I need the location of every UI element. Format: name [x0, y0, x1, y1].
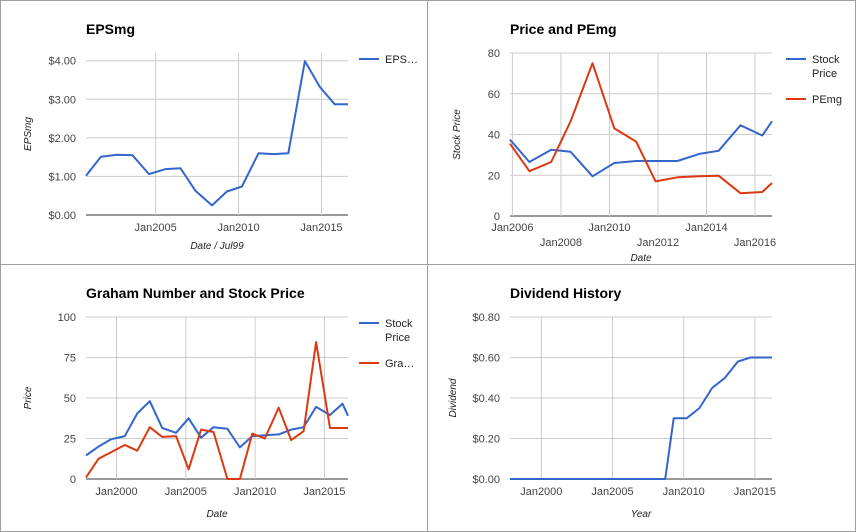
legend-label-0: EPS…: [385, 54, 418, 66]
x-tick-label: Jan2010: [663, 486, 705, 498]
y-axis-label: Price: [23, 386, 34, 409]
x-tick-label: Jan2015: [300, 222, 342, 234]
series-line-1: [85, 341, 348, 480]
y-tick-label: $0.00: [48, 210, 76, 222]
chart-title: EPSmg: [86, 21, 135, 37]
y-axis-label: Stock Price: [452, 109, 463, 160]
chart-title: Graham Number and Stock Price: [86, 285, 305, 301]
y-tick-label: 20: [488, 170, 500, 182]
x-tick-label: Jan2006: [491, 222, 533, 234]
y-axis-label: Dividend: [448, 378, 459, 417]
y-axis-label: EPSmg: [23, 117, 34, 151]
chart-svg-eps: EPSmg $0.00 $1.00 $2.00 $3.00 $4.00 Jan2005 Jan…: [23, 21, 418, 252]
x-tick-label: Jan2010: [234, 486, 276, 498]
x-tick-label: Jan2000: [520, 486, 562, 498]
legend-label-1: Gra…: [385, 358, 414, 370]
y-tick-label: $3.00: [48, 94, 76, 106]
x-axis-label: Date: [206, 509, 228, 520]
y-tick-label: $2.00: [48, 133, 76, 145]
x-tick-label: Jan2014: [685, 222, 727, 234]
chart-panel-eps: EPSmg $0.00 $1.00 $2.00 $3.00 $4.00 Jan2005 Jan…: [0, 0, 429, 266]
series-line-0: [510, 356, 772, 480]
y-tick-label: 100: [58, 312, 76, 324]
x-tick-label: Jan2008: [540, 237, 582, 249]
legend-label-0: Price: [385, 332, 410, 344]
x-tick-label: Jan2015: [303, 486, 345, 498]
legend-label-0: Price: [812, 68, 837, 80]
y-tick-label: $0.00: [472, 474, 500, 486]
x-tick-label: Jan2012: [637, 237, 679, 249]
x-axis-label: Year: [631, 509, 652, 520]
y-tick-label: $4.00: [48, 56, 76, 68]
y-tick-label: $0.40: [472, 393, 500, 405]
chart-svg-graham: Graham Number and Stock Price 0 25 50 75 100 J…: [23, 285, 414, 520]
chart-panel-dividend: Dividend History $0.00 $0.20 $0.40 $0.60 $0.8…: [427, 264, 856, 532]
series-line-0: [85, 400, 349, 457]
y-tick-label: 0: [494, 211, 500, 223]
y-tick-label: $1.00: [48, 171, 76, 183]
y-tick-label: $0.80: [472, 312, 500, 324]
series-line-0: [509, 120, 773, 178]
x-tick-label: Jan2015: [734, 486, 776, 498]
x-tick-label: Jan2016: [734, 237, 776, 249]
series-line-1: [509, 62, 773, 195]
chart-title: Dividend History: [510, 285, 621, 301]
x-tick-label: Jan2005: [165, 486, 207, 498]
y-tick-label: 25: [64, 434, 76, 446]
chart-svg-dividend: Dividend History $0.00 $0.20 $0.40 $0.60 $0.8…: [448, 285, 776, 520]
x-axis-label: Date: [630, 253, 652, 264]
legend-label-0: Stock: [812, 54, 840, 66]
y-tick-label: $0.60: [472, 353, 500, 365]
y-tick-label: 75: [64, 353, 76, 365]
chart-panel-price-pe: Price and PEmg 0 20 40 60 80 Jan2006 Jan2008 Jan…: [427, 0, 856, 266]
y-tick-label: 50: [64, 393, 76, 405]
x-tick-label: Jan2005: [135, 222, 177, 234]
legend-label-1: PEmg: [812, 94, 842, 106]
chart-panel-graham: Graham Number and Stock Price 0 25 50 75 100 J…: [0, 264, 429, 532]
x-tick-label: Jan2005: [591, 486, 633, 498]
series-line-0: [85, 60, 348, 207]
y-tick-label: $0.20: [472, 434, 500, 446]
y-tick-label: 0: [70, 474, 76, 486]
x-tick-label: Jan2010: [588, 222, 630, 234]
y-tick-label: 60: [488, 89, 500, 101]
y-tick-label: 40: [488, 130, 500, 142]
legend-label-0: Stock: [385, 318, 413, 330]
chart-title: Price and PEmg: [510, 21, 617, 37]
y-tick-label: 80: [488, 48, 500, 60]
x-tick-label: Jan2000: [95, 486, 137, 498]
x-tick-label: Jan2010: [217, 222, 259, 234]
chart-svg-price-pe: Price and PEmg 0 20 40 60 80 Jan2006 Jan2008 Jan…: [452, 21, 842, 264]
x-axis-label: Date / Jul99: [190, 241, 244, 252]
